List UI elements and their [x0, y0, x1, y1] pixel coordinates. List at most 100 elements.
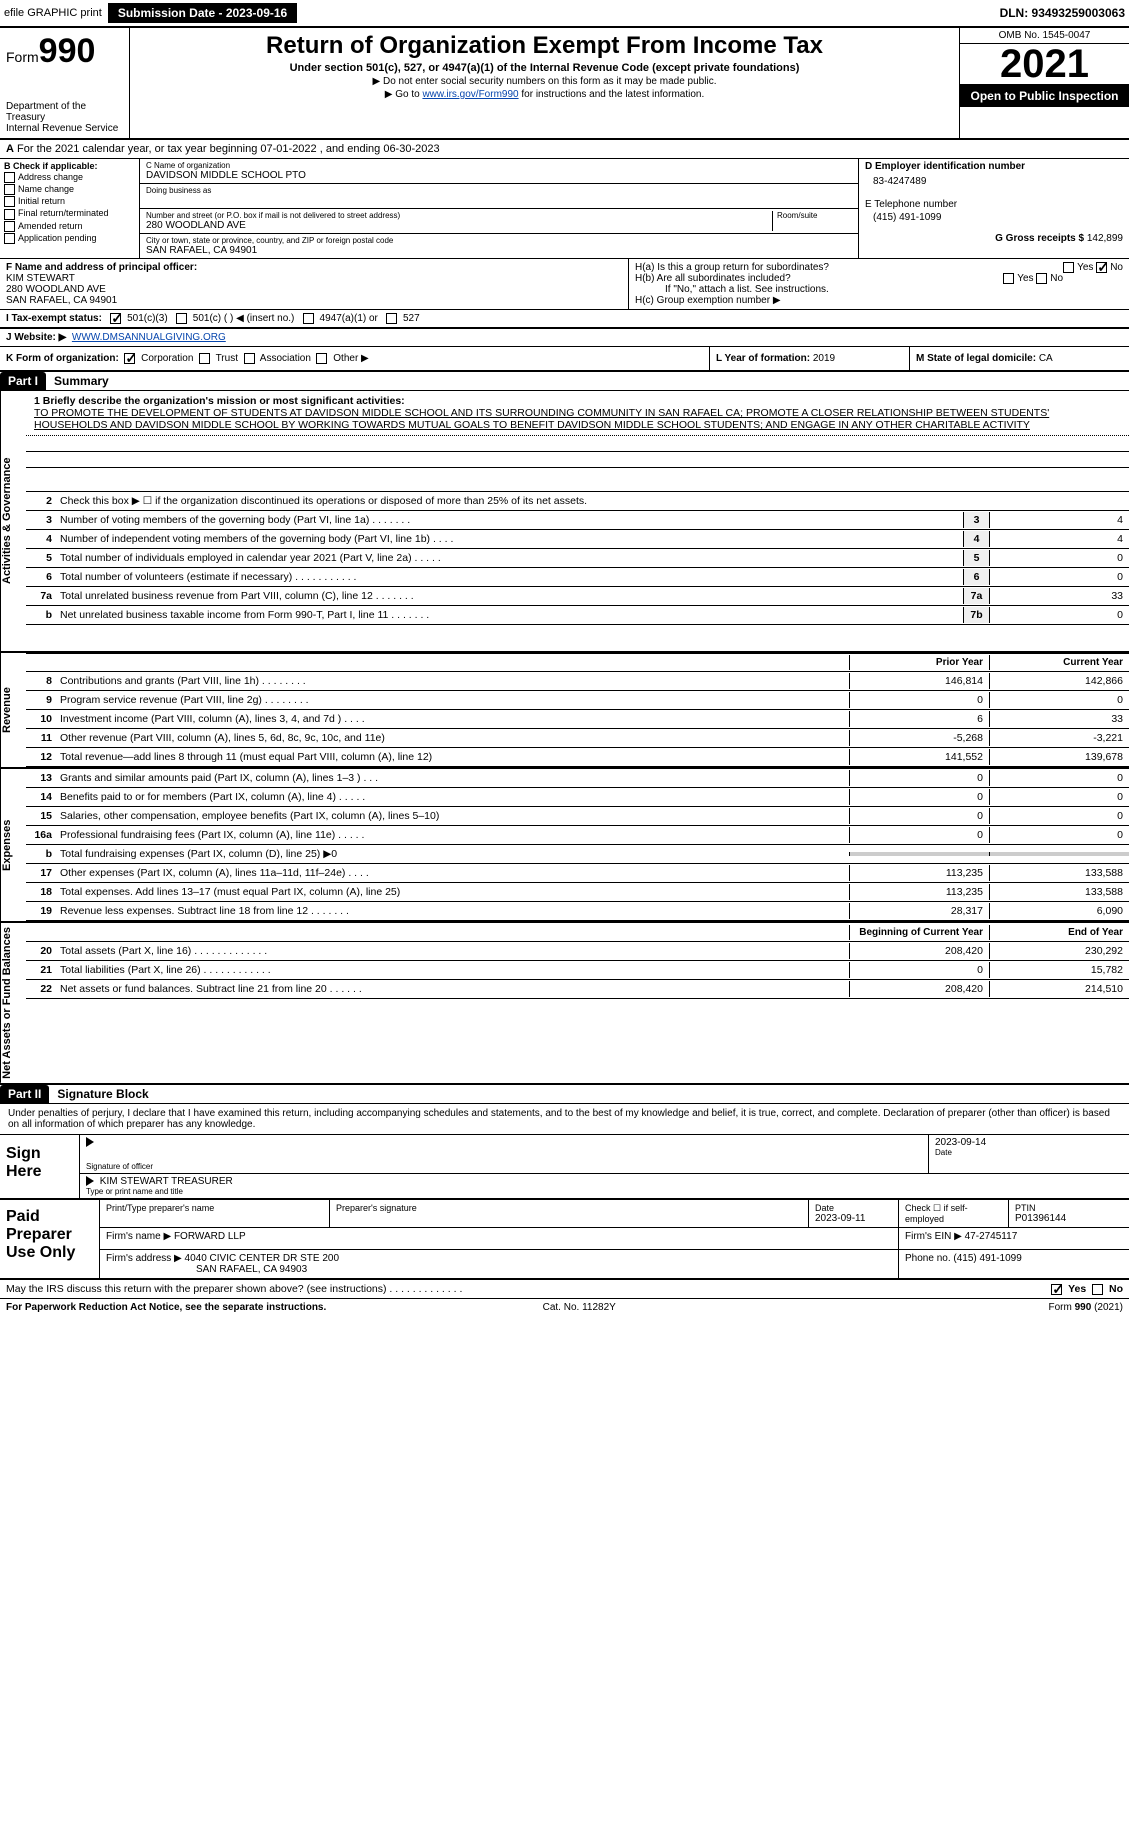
prep-phone-label: Phone no.: [905, 1253, 951, 1264]
gov-line-7a: 7aTotal unrelated business revenue from …: [26, 587, 1129, 606]
prep-sig-hdr: Preparer's signature: [330, 1200, 809, 1227]
col-prior: Prior Year: [849, 655, 989, 670]
mission-label: 1 Briefly describe the organization's mi…: [34, 395, 405, 407]
summary-net: Net Assets or Fund Balances Beginning of…: [0, 923, 1129, 1085]
check-501c3[interactable]: [110, 313, 121, 324]
blank-line-1: [26, 436, 1129, 452]
form-note2: ▶ Go to www.irs.gov/Form990 for instruct…: [136, 89, 953, 100]
header-left: Form990 Department of the Treasury Inter…: [0, 28, 130, 138]
row-klm: K Form of organization: Corporation Trus…: [0, 347, 1129, 372]
officer-city: SAN RAFAEL, CA 94901: [6, 295, 117, 306]
h-b-note: If "No," attach a list. See instructions…: [635, 284, 1123, 295]
prep-check: Check ☐ if self-employed: [899, 1200, 1009, 1227]
line-9: 9Program service revenue (Part VIII, lin…: [26, 691, 1129, 710]
gov-line-5: 5Total number of individuals employed in…: [26, 549, 1129, 568]
line-21: 21Total liabilities (Part X, line 26) . …: [26, 961, 1129, 980]
line-8: 8Contributions and grants (Part VIII, li…: [26, 672, 1129, 691]
gov-line-4: 4Number of independent voting members of…: [26, 530, 1129, 549]
prep-date-hdr: Date: [815, 1203, 892, 1213]
check-association[interactable]: [244, 353, 255, 364]
c-name-label: C Name of organization: [146, 161, 852, 170]
ptin-value: P01396144: [1015, 1213, 1123, 1224]
mission-text: TO PROMOTE THE DEVELOPMENT OF STUDENTS A…: [34, 407, 1049, 431]
arrow-icon: [86, 1137, 94, 1147]
check-4947[interactable]: [303, 313, 314, 324]
form-number: Form990: [6, 32, 123, 71]
vtab-exp: Expenses: [0, 769, 26, 921]
vtab-net: Net Assets or Fund Balances: [0, 923, 26, 1083]
check-initial-return[interactable]: Initial return: [4, 196, 135, 207]
section-bcd: B Check if applicable: Address change Na…: [0, 159, 1129, 259]
net-col-header: Beginning of Current Year End of Year: [26, 923, 1129, 942]
b-label: B Check if applicable:: [4, 161, 98, 171]
ein-label: D Employer identification number: [865, 161, 1123, 172]
firm-addr2: SAN RAFAEL, CA 94903: [196, 1264, 307, 1275]
street-label: Number and street (or P.O. box if mail i…: [146, 211, 772, 220]
part1-label: Part I: [0, 372, 46, 390]
open-public-label: Open to Public Inspection: [960, 85, 1129, 107]
firm-name-label: Firm's name ▶: [106, 1231, 171, 1242]
line-19: 19Revenue less expenses. Subtract line 1…: [26, 902, 1129, 921]
rev-col-header: Prior Year Current Year: [26, 653, 1129, 672]
check-final-return[interactable]: Final return/terminated: [4, 208, 135, 219]
form-prefix: Form: [6, 49, 39, 65]
website-link[interactable]: WWW.DMSANNUALGIVING.ORG: [72, 332, 226, 343]
firm-ein: 47-2745117: [965, 1231, 1018, 1242]
f-label: F Name and address of principal officer:: [6, 262, 197, 273]
topbar: efile GRAPHIC print Submission Date - 20…: [0, 0, 1129, 28]
room-label: Room/suite: [777, 211, 852, 220]
irs-link[interactable]: www.irs.gov/Form990: [422, 89, 518, 100]
check-name-change[interactable]: Name change: [4, 184, 135, 195]
city-value: SAN RAFAEL, CA 94901: [146, 245, 852, 256]
row-i: I Tax-exempt status: 501(c)(3) 501(c) ( …: [0, 310, 1129, 329]
may-irs-yes[interactable]: [1051, 1284, 1062, 1295]
h-a: H(a) Is this a group return for subordin…: [635, 262, 1123, 273]
i-label: I Tax-exempt status:: [6, 313, 102, 324]
mission-block: 1 Briefly describe the organization's mi…: [26, 391, 1129, 436]
form-subtitle: Under section 501(c), 527, or 4947(a)(1)…: [136, 62, 953, 74]
m-label: M State of legal domicile:: [916, 353, 1036, 364]
prep-date: 2023-09-11: [815, 1213, 892, 1224]
k-label: K Form of organization:: [6, 353, 119, 364]
summary-rev: Revenue Prior Year Current Year 8Contrib…: [0, 653, 1129, 769]
col-end: End of Year: [989, 925, 1129, 940]
check-corporation[interactable]: [124, 353, 135, 364]
dln-label: DLN: 93493259003063: [1000, 6, 1125, 20]
line-12: 12Total revenue—add lines 8 through 11 (…: [26, 748, 1129, 767]
officer-street: 280 WOODLAND AVE: [6, 284, 106, 295]
line-18: 18Total expenses. Add lines 13–17 (must …: [26, 883, 1129, 902]
firm-ein-label: Firm's EIN ▶: [905, 1231, 962, 1242]
vtab-rev: Revenue: [0, 653, 26, 767]
check-address-change[interactable]: Address change: [4, 172, 135, 183]
city-label: City or town, state or province, country…: [146, 236, 852, 245]
col-begin: Beginning of Current Year: [849, 925, 989, 940]
dept-label: Department of the Treasury: [6, 101, 123, 123]
note2-post: for instructions and the latest informat…: [519, 89, 705, 100]
check-trust[interactable]: [199, 353, 210, 364]
gov-line-2: 2Check this box ▶ ☐ if the organization …: [26, 492, 1129, 511]
check-amended[interactable]: Amended return: [4, 221, 135, 232]
check-other[interactable]: [316, 353, 327, 364]
part2-title: Signature Block: [49, 1085, 156, 1103]
check-501c[interactable]: [176, 313, 187, 324]
form-title: Return of Organization Exempt From Incom…: [136, 32, 953, 60]
col-current: Current Year: [989, 655, 1129, 670]
may-irs-no[interactable]: [1092, 1284, 1103, 1295]
year-formation: 2019: [813, 353, 835, 364]
ein-value: 83-4247489: [873, 176, 1123, 187]
line-14: 14Benefits paid to or for members (Part …: [26, 788, 1129, 807]
row-j: J Website: ▶ WWW.DMSANNUALGIVING.ORG: [0, 329, 1129, 347]
h-b: H(b) Are all subordinates included? Yes …: [635, 273, 1123, 284]
sig-name-title: KIM STEWART TREASURER: [100, 1176, 233, 1187]
footer-left: For Paperwork Reduction Act Notice, see …: [6, 1302, 326, 1313]
line-b: bTotal fundraising expenses (Part IX, co…: [26, 845, 1129, 864]
footer-right: Form 990 (2021): [1049, 1302, 1124, 1313]
submission-date-button[interactable]: Submission Date - 2023-09-16: [108, 3, 297, 23]
check-527[interactable]: [386, 313, 397, 324]
efile-label: efile GRAPHIC print: [4, 7, 102, 19]
part1-header: Part I Summary: [0, 372, 1129, 391]
row-a-tax-year: A For the 2021 calendar year, or tax yea…: [0, 140, 1129, 159]
col-b-checkboxes: B Check if applicable: Address change Na…: [0, 159, 140, 258]
tax-year: 2021: [960, 44, 1129, 85]
check-application-pending[interactable]: Application pending: [4, 233, 135, 244]
